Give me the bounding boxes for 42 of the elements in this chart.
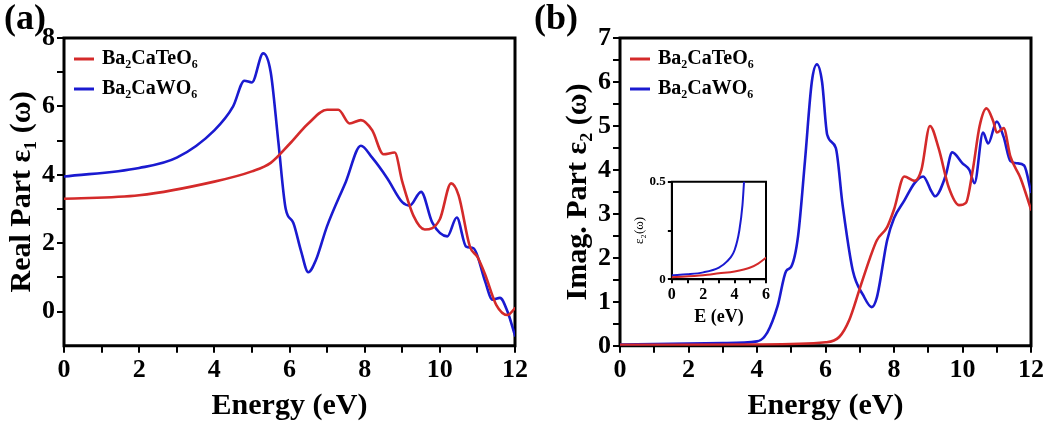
line-series: [620, 107, 1031, 346]
y-tick-label: 0.5: [649, 173, 667, 189]
x-tick-label: 6: [762, 284, 770, 302]
x-tick-label: 10: [949, 354, 976, 384]
y-tick-label: 2: [598, 241, 611, 271]
y-tick-label: 6: [598, 65, 611, 95]
x-tick-label: 12: [1018, 354, 1044, 384]
chart-title: (b): [534, 0, 578, 38]
x-tick-label: 10: [426, 354, 453, 384]
y-tick-label: 1: [598, 285, 611, 315]
x-axis-title: E (eV): [694, 305, 744, 327]
x-tick-label: 2: [699, 284, 708, 302]
legend-label: Ba₂CaWO₆: [658, 76, 754, 99]
legend-label: Ba₂CaTeO₆: [102, 46, 198, 69]
line-series: [64, 108, 515, 317]
legend-label: Ba₂CaWO₆: [102, 76, 198, 99]
y-axis-title: Imag. Part ε₂ (ω): [558, 83, 593, 301]
y-tick-label: 3: [598, 197, 611, 227]
x-tick-label: 4: [207, 354, 221, 384]
line-series: [671, 181, 746, 277]
x-axis-title: Energy (eV): [211, 386, 368, 421]
x-tick-label: 8: [358, 354, 372, 384]
y-axis-title: ε₂(ω): [631, 216, 647, 245]
x-tick-label: 6: [283, 354, 296, 384]
x-tick-label: 2: [132, 354, 146, 384]
y-tick-label: 4: [598, 153, 611, 183]
y-tick-label: 7: [598, 21, 611, 51]
x-axis-title: Energy (eV): [747, 386, 904, 421]
y-tick-label: 2: [42, 226, 55, 256]
y-tick-label: 5: [598, 109, 611, 139]
x-tick-label: 4: [750, 354, 764, 384]
line-series: [64, 52, 515, 337]
y-tick-label: 6: [42, 90, 55, 120]
legend-label: Ba₂CaTeO₆: [658, 46, 754, 69]
x-tick-label: 4: [730, 284, 739, 302]
y-tick-label: 4: [42, 158, 55, 188]
x-tick-label: 6: [819, 354, 832, 384]
y-axis-title: Real Part ε₁ (ω): [2, 91, 37, 293]
x-tick-label: 8: [887, 354, 901, 384]
x-tick-label: 2: [682, 354, 695, 384]
y-tick-label: 0: [598, 329, 611, 359]
x-tick-label: 12: [502, 354, 528, 384]
